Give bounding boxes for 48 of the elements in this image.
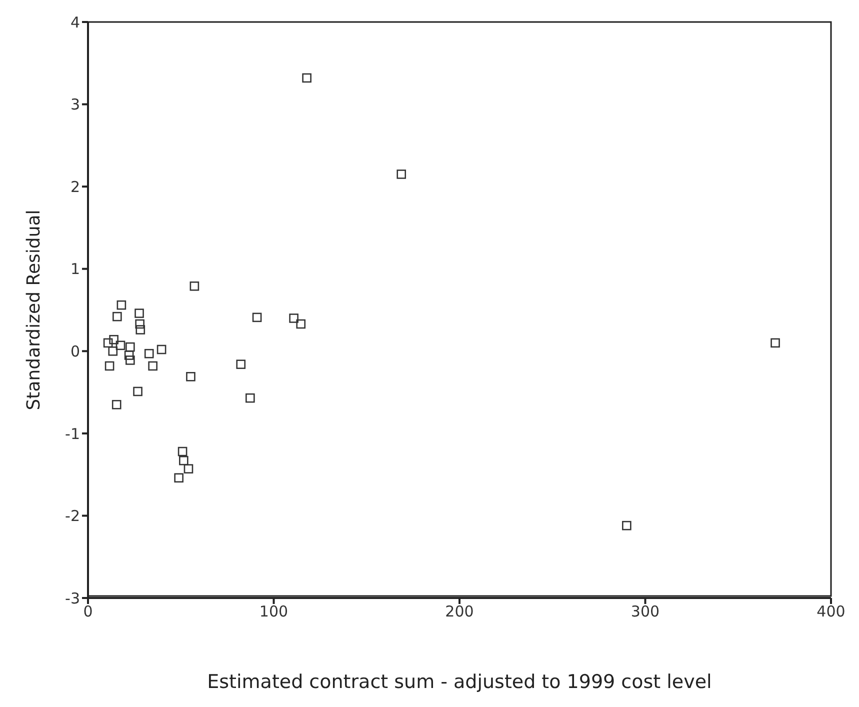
y-tick-label: 2 (70, 178, 80, 196)
point (296, 319, 306, 329)
point (116, 300, 126, 310)
y-axis-title: Standardized Residual (23, 210, 44, 410)
point (109, 334, 118, 344)
point (104, 361, 114, 371)
x-tick-label: 300 (630, 602, 660, 621)
point (148, 361, 158, 371)
point (108, 346, 118, 356)
point (103, 338, 113, 348)
point (252, 312, 262, 322)
point (178, 446, 188, 456)
x-tick-label: 200 (445, 602, 474, 621)
point (302, 73, 312, 83)
point (179, 456, 188, 466)
y-tick-label: -1 (65, 424, 80, 443)
point (174, 473, 184, 483)
point (126, 356, 135, 365)
point (289, 314, 298, 323)
y-tick-label: -2 (65, 507, 80, 526)
point (144, 348, 154, 358)
y-tick-label: -3 (65, 589, 80, 608)
x-tick-label: 400 (816, 602, 846, 621)
y-tick-label: 1 (70, 260, 80, 278)
y-tick-label: 3 (70, 96, 80, 114)
point (186, 372, 196, 382)
point (236, 360, 246, 369)
point (116, 340, 126, 350)
point (184, 464, 194, 474)
y-tick-label: 0 (70, 342, 80, 360)
x-tick-label: 0 (83, 602, 93, 621)
point (156, 344, 166, 354)
point (133, 386, 142, 396)
point (770, 338, 780, 348)
point (246, 393, 255, 403)
y-tick-label: 4 (70, 13, 80, 32)
x-axis-title: Estimated contract sum - adjusted to 1999 cost level (207, 671, 712, 693)
point (134, 308, 144, 318)
point (135, 319, 144, 329)
point (136, 325, 146, 334)
point (112, 400, 122, 410)
x-tick-label: 100 (259, 602, 288, 621)
point (396, 170, 406, 179)
point (124, 350, 134, 360)
point (190, 281, 200, 291)
point (622, 520, 632, 530)
point (126, 342, 135, 352)
point (112, 312, 122, 322)
